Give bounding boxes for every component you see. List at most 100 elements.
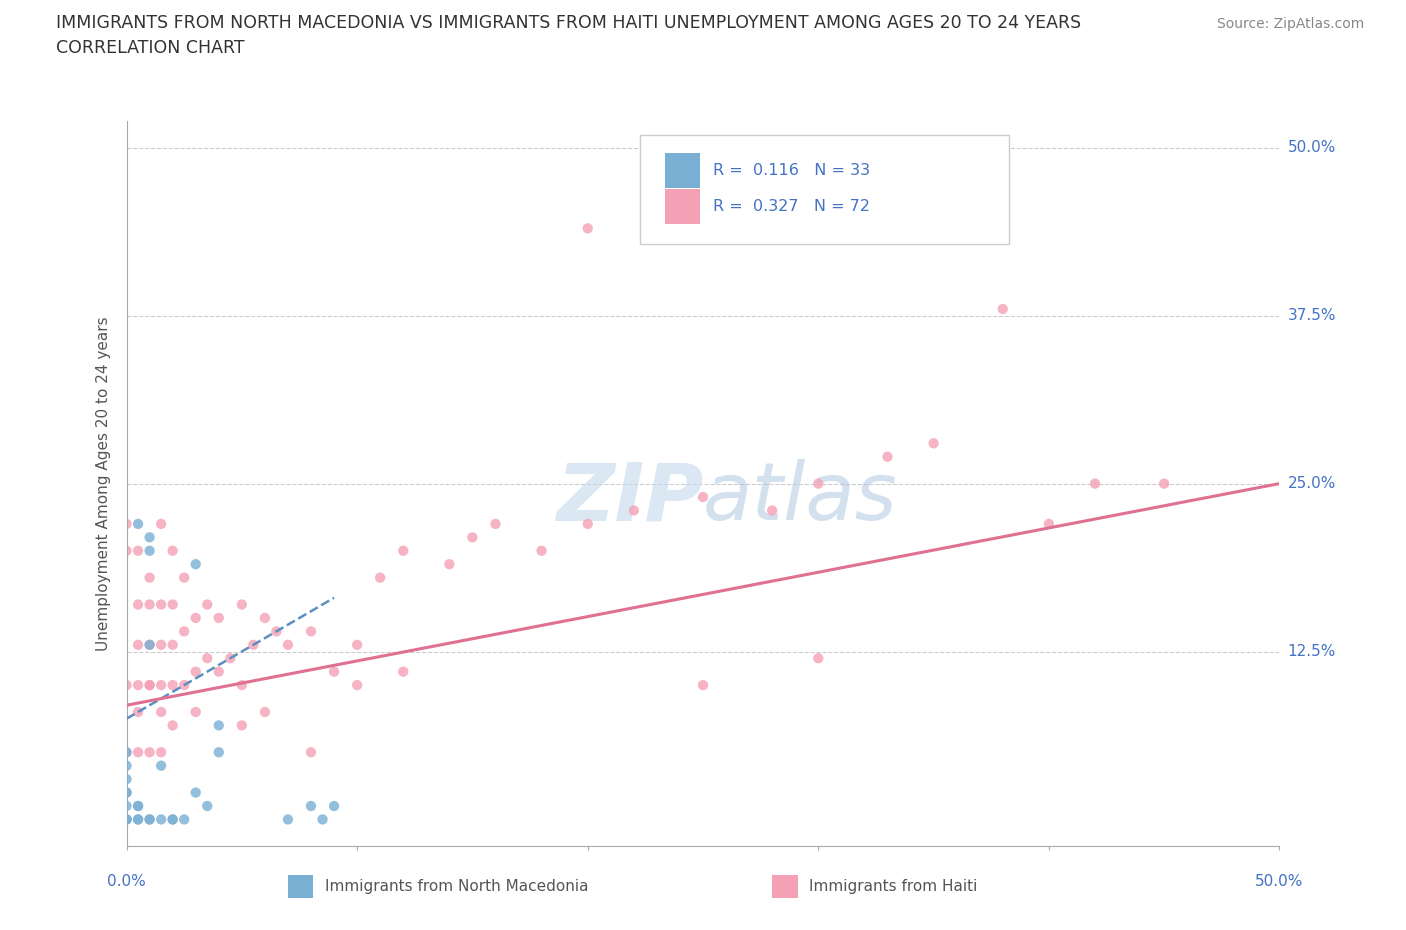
Text: 12.5%: 12.5% bbox=[1288, 644, 1336, 659]
Point bbox=[392, 543, 415, 558]
Point bbox=[138, 745, 160, 760]
Point bbox=[876, 449, 898, 464]
Point bbox=[138, 637, 160, 652]
Point bbox=[115, 516, 138, 531]
Text: IMMIGRANTS FROM NORTH MACEDONIA VS IMMIGRANTS FROM HAITI UNEMPLOYMENT AMONG AGES: IMMIGRANTS FROM NORTH MACEDONIA VS IMMIG… bbox=[56, 14, 1081, 32]
Point bbox=[208, 745, 231, 760]
Point bbox=[138, 570, 160, 585]
Point bbox=[162, 597, 184, 612]
Point bbox=[115, 745, 138, 760]
Point bbox=[127, 812, 149, 827]
Point bbox=[115, 745, 138, 760]
Point bbox=[115, 758, 138, 773]
Point bbox=[461, 530, 484, 545]
Point bbox=[162, 718, 184, 733]
Point bbox=[277, 812, 299, 827]
Point bbox=[127, 678, 149, 693]
Point bbox=[299, 799, 322, 814]
Point bbox=[150, 705, 173, 720]
Point bbox=[162, 678, 184, 693]
Point bbox=[761, 503, 783, 518]
Point bbox=[150, 812, 173, 827]
Point bbox=[266, 624, 288, 639]
Bar bbox=[772, 874, 797, 897]
Text: Immigrants from North Macedonia: Immigrants from North Macedonia bbox=[325, 879, 588, 894]
Point bbox=[173, 678, 195, 693]
Point bbox=[173, 812, 195, 827]
Point bbox=[195, 597, 218, 612]
FancyBboxPatch shape bbox=[640, 136, 1008, 245]
Point bbox=[439, 557, 461, 572]
Bar bbox=[665, 189, 700, 224]
Point bbox=[150, 637, 173, 652]
Point bbox=[184, 705, 207, 720]
Text: CORRELATION CHART: CORRELATION CHART bbox=[56, 39, 245, 57]
Point bbox=[115, 678, 138, 693]
Point bbox=[368, 570, 391, 585]
Point bbox=[162, 543, 184, 558]
Text: 50.0%: 50.0% bbox=[1256, 874, 1303, 889]
Point bbox=[127, 597, 149, 612]
Point bbox=[127, 799, 149, 814]
Point bbox=[127, 516, 149, 531]
Point bbox=[1153, 476, 1175, 491]
Point bbox=[195, 651, 218, 666]
Point bbox=[208, 664, 231, 679]
Text: Source: ZipAtlas.com: Source: ZipAtlas.com bbox=[1216, 17, 1364, 31]
Point bbox=[115, 772, 138, 787]
Text: 25.0%: 25.0% bbox=[1288, 476, 1336, 491]
Point bbox=[138, 597, 160, 612]
Point bbox=[807, 651, 830, 666]
Point bbox=[127, 637, 149, 652]
Point bbox=[323, 664, 346, 679]
Point bbox=[173, 570, 195, 585]
Point bbox=[311, 812, 333, 827]
Point bbox=[242, 637, 264, 652]
Point bbox=[184, 664, 207, 679]
Text: ZIP: ZIP bbox=[555, 459, 703, 538]
Point bbox=[150, 516, 173, 531]
Point bbox=[173, 624, 195, 639]
Point bbox=[323, 799, 346, 814]
Point bbox=[484, 516, 506, 531]
Point bbox=[346, 678, 368, 693]
Point bbox=[138, 678, 160, 693]
Point bbox=[150, 745, 173, 760]
Y-axis label: Unemployment Among Ages 20 to 24 years: Unemployment Among Ages 20 to 24 years bbox=[96, 316, 111, 651]
Point bbox=[623, 503, 645, 518]
Text: Immigrants from Haiti: Immigrants from Haiti bbox=[808, 879, 977, 894]
Point bbox=[138, 637, 160, 652]
Point bbox=[150, 597, 173, 612]
Text: R =  0.327   N = 72: R = 0.327 N = 72 bbox=[713, 199, 870, 214]
Point bbox=[115, 812, 138, 827]
Point bbox=[162, 637, 184, 652]
Point bbox=[138, 530, 160, 545]
Point bbox=[162, 812, 184, 827]
Text: 50.0%: 50.0% bbox=[1288, 140, 1336, 155]
Point bbox=[692, 678, 714, 693]
Point bbox=[1038, 516, 1060, 531]
Point bbox=[231, 597, 253, 612]
Point bbox=[922, 436, 945, 451]
Point bbox=[184, 557, 207, 572]
Point bbox=[299, 745, 322, 760]
Bar bbox=[665, 153, 700, 188]
Point bbox=[277, 637, 299, 652]
Point bbox=[253, 705, 276, 720]
Point bbox=[115, 799, 138, 814]
Point bbox=[576, 516, 599, 531]
Point bbox=[576, 221, 599, 236]
Text: 37.5%: 37.5% bbox=[1288, 308, 1336, 324]
Point bbox=[219, 651, 242, 666]
Point bbox=[115, 543, 138, 558]
Point bbox=[115, 785, 138, 800]
Point bbox=[991, 301, 1014, 316]
Point bbox=[127, 812, 149, 827]
Point bbox=[195, 799, 218, 814]
Point bbox=[299, 624, 322, 639]
Point bbox=[231, 718, 253, 733]
Point bbox=[208, 610, 231, 625]
Point bbox=[807, 476, 830, 491]
Point bbox=[127, 799, 149, 814]
Point bbox=[138, 543, 160, 558]
